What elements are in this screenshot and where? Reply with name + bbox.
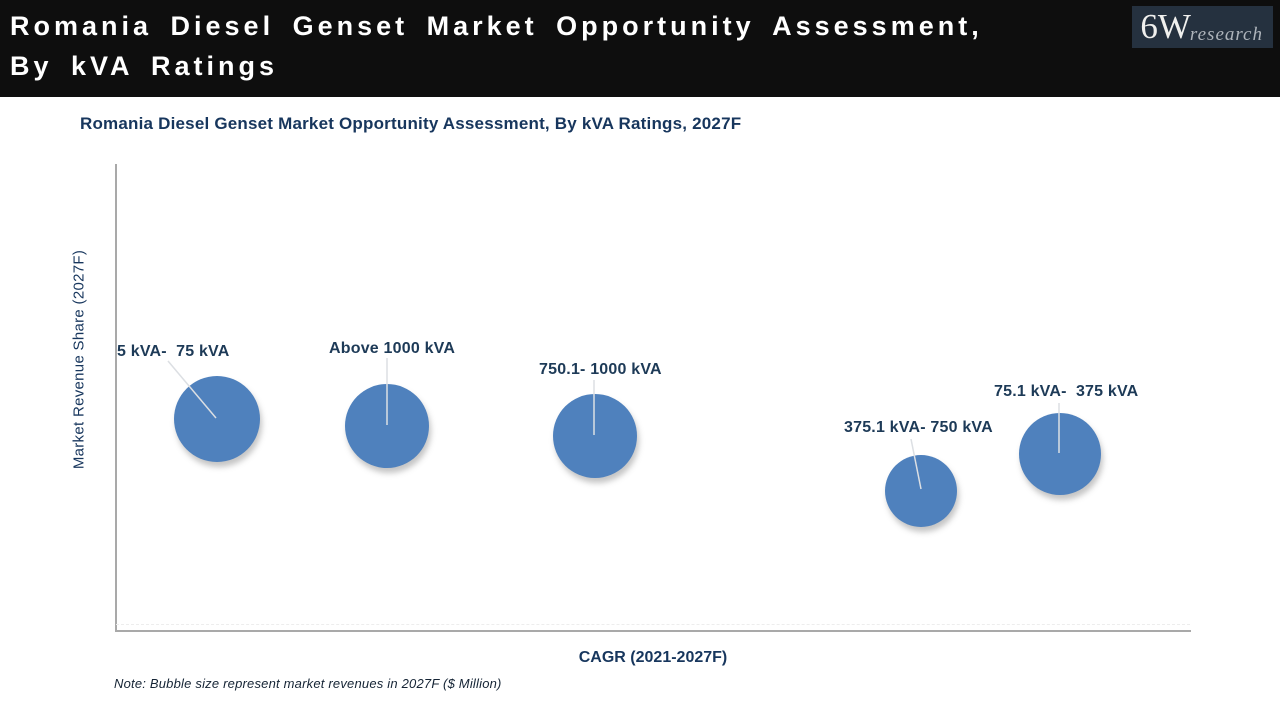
bubble-4 [1019,413,1101,495]
bubble-0 [174,376,260,462]
bubble-label-4: 75.1 kVA- 375 kVA [994,383,1139,400]
bubble-label-1: Above 1000 kVA [329,340,456,357]
logo-6w-text: 6W [1140,7,1191,46]
bubble-label-2: 750.1- 1000 kVA [539,361,662,378]
logo-research-text: research [1189,24,1263,45]
bubble-label-0: 5 kVA- 75 kVA [117,343,230,360]
bubble-1 [345,384,429,468]
slide-title-line2: By kVA Ratings [10,51,279,81]
x-axis-label: CAGR (2021-2027F) [578,649,728,666]
footnote: Note: Bubble size represent market reven… [114,676,502,691]
slide-header: Romania Diesel Genset Market Opportunity… [0,0,1280,97]
slide-title-line1: Romania Diesel Genset Market Opportunity… [10,11,983,41]
slide-title: Romania Diesel Genset Market Opportunity… [10,6,983,86]
y-axis-line [115,164,117,631]
6wresearch-logo: 6W research [1132,6,1273,48]
x-axis-line [115,630,1191,632]
bubble-2 [553,394,637,478]
bubble-3 [885,455,957,527]
baseline-gridline [116,624,1190,625]
bubble-label-3: 375.1 kVA- 750 kVA [844,419,993,436]
chart-title: Romania Diesel Genset Market Opportunity… [80,114,742,133]
